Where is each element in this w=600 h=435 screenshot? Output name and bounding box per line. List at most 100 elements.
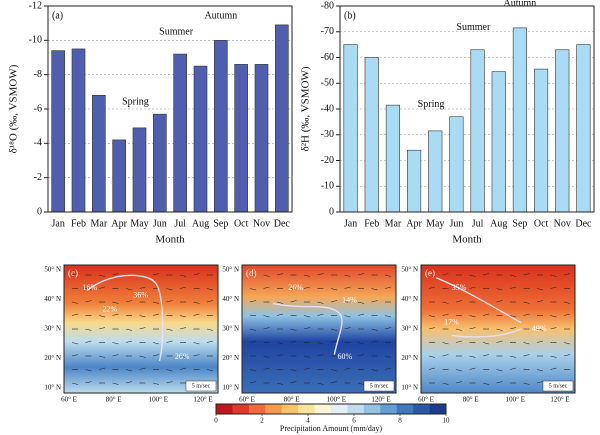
percent-label: 14% xyxy=(342,296,357,305)
wind-vector xyxy=(482,354,490,357)
bar xyxy=(534,68,549,213)
wind-vector xyxy=(509,286,517,289)
y-tick-label: -40 xyxy=(321,103,334,114)
wind-vector xyxy=(71,354,79,357)
wind-vector xyxy=(442,382,449,385)
wind-vector xyxy=(371,328,378,331)
scale-label: 5 m/sec xyxy=(549,383,568,389)
colorbar-swatch xyxy=(216,404,233,414)
bar xyxy=(112,139,126,213)
map-y-tick-label: 30° N xyxy=(401,325,418,333)
bar xyxy=(71,48,86,213)
x-tick-label: Mar xyxy=(90,218,107,229)
wind-vector xyxy=(371,300,378,303)
wind-vector xyxy=(523,382,530,385)
y-tick-label: -30 xyxy=(321,129,334,140)
map-y-tick-label: 50° N xyxy=(44,266,61,274)
scale-box xyxy=(542,380,574,392)
scale-box xyxy=(363,380,395,392)
x-tick-label: Nov xyxy=(554,218,571,229)
x-tick-label: Feb xyxy=(364,218,379,229)
wind-vector xyxy=(428,315,436,318)
wind-vector xyxy=(290,340,297,343)
colorbar-swatch xyxy=(347,404,365,414)
wind-vector xyxy=(469,327,476,330)
map-y-tick-label: 20° N xyxy=(222,354,239,362)
map-x-tick-label: 120° E xyxy=(550,396,569,404)
bar xyxy=(173,53,187,213)
colorbar-swatch xyxy=(429,404,447,414)
map-y-tick-label: 30° N xyxy=(44,325,61,333)
wind-vector xyxy=(509,367,517,370)
annotation: Autumn xyxy=(204,11,237,22)
wind-vector xyxy=(536,288,544,291)
colorbar-tick-label: 8 xyxy=(398,417,402,425)
wind-vector xyxy=(112,354,119,357)
x-tick-label: Apr xyxy=(111,218,127,229)
wind-vector xyxy=(303,286,311,289)
colorbar-tick-label: 2 xyxy=(260,417,264,425)
colorbar-tick-label: 6 xyxy=(352,417,356,425)
wind-vector xyxy=(85,381,92,384)
wind-vector xyxy=(166,300,173,303)
map-frame xyxy=(241,264,397,394)
colorbar-swatch xyxy=(396,404,414,414)
panel-label: (d) xyxy=(246,268,257,278)
wind-vector xyxy=(317,342,324,345)
map-panel: 5 m/sec (c) 16% 36% 22% 26% 50° N 40° N 30° N 20°… xyxy=(44,264,219,404)
bar xyxy=(512,27,527,213)
percent-label: 60% xyxy=(337,352,352,361)
wind-vector xyxy=(179,286,187,289)
wind-vector xyxy=(357,354,365,357)
wind-vector xyxy=(152,301,160,304)
wind-vector xyxy=(249,340,257,343)
scale-box xyxy=(185,380,217,392)
colorbar-tick-label: 0 xyxy=(214,417,218,425)
percent-label: 22% xyxy=(103,305,118,314)
wind-vector xyxy=(482,382,490,385)
wind-vector xyxy=(85,300,92,303)
wind-vector xyxy=(563,313,571,316)
wind-vector xyxy=(303,327,311,330)
percent-label: 26% xyxy=(175,352,190,361)
y-tick-label: -20 xyxy=(321,155,334,166)
x-tick-label: Oct xyxy=(234,218,249,229)
wind-vector xyxy=(550,286,557,289)
wind-vector xyxy=(523,301,530,304)
wind-vector xyxy=(371,340,378,343)
wind-vector xyxy=(469,274,476,277)
wind-vector xyxy=(166,381,173,384)
wind-vector xyxy=(206,340,214,343)
wind-vector xyxy=(98,327,106,330)
wind-vector xyxy=(193,342,200,345)
panel-label: (c) xyxy=(68,268,78,278)
wind-vector xyxy=(71,301,79,304)
x-tick-label: Jun xyxy=(153,218,167,229)
wind-vector xyxy=(179,327,187,330)
bar xyxy=(470,49,485,213)
wind-vector xyxy=(303,315,311,318)
wind-vector xyxy=(303,367,311,370)
wind-vector xyxy=(125,381,133,384)
colorbar-swatch xyxy=(413,404,430,414)
wind-vector xyxy=(276,354,284,357)
wind-vector xyxy=(442,301,449,304)
wind-vector xyxy=(193,301,200,304)
y-axis-label: δ¹⁸O (‰, VSMOW) xyxy=(8,64,20,153)
colorbar-swatch xyxy=(331,404,348,414)
map-x-tick-label: 120° E xyxy=(371,396,390,404)
wind-vector xyxy=(523,313,530,316)
wind-vector xyxy=(290,300,297,303)
map-y-tick-label: 10° N xyxy=(44,384,61,392)
wind-vector xyxy=(371,288,378,291)
wind-vector xyxy=(98,274,106,277)
map-y-tick-label: 40° N xyxy=(401,295,418,303)
wind-vector xyxy=(357,313,365,316)
wind-vector xyxy=(166,288,173,291)
wind-vector xyxy=(523,354,530,357)
wind-vector xyxy=(152,342,160,345)
bar xyxy=(153,113,167,213)
x-tick-label: Sep xyxy=(213,218,228,229)
wind-vector xyxy=(428,367,436,370)
wind-vector xyxy=(536,340,544,343)
